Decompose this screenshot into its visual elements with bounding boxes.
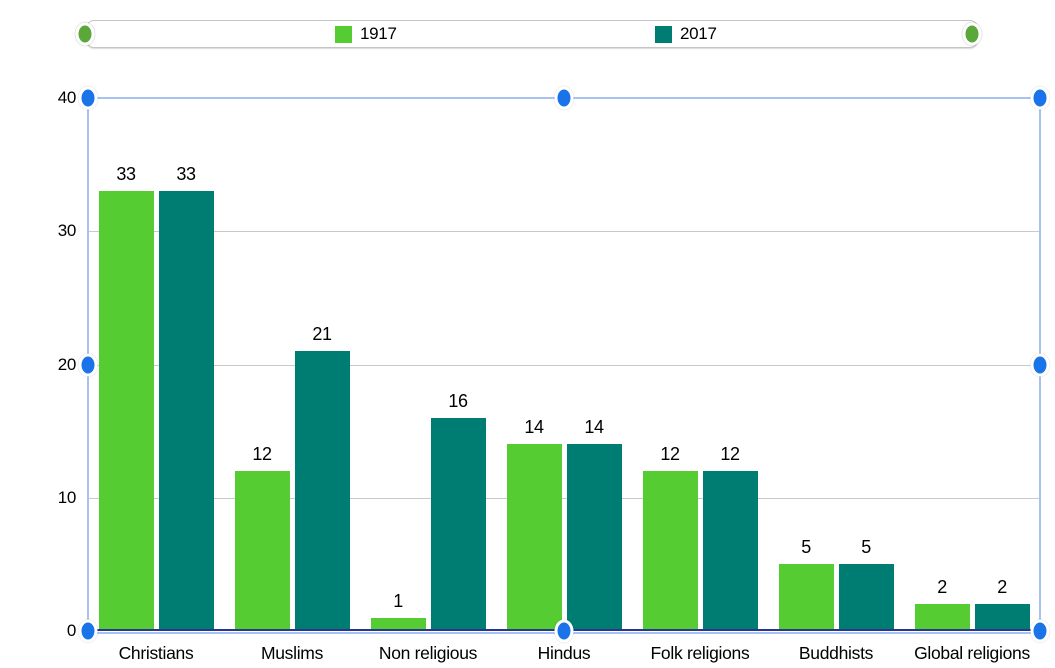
bar-2017-global-religions[interactable] [974, 604, 1030, 631]
bar-2017-hindus[interactable] [566, 444, 622, 631]
bar-value-label: 5 [861, 537, 871, 558]
selection-handle-icon[interactable] [81, 89, 95, 107]
selection-handle-icon[interactable] [1033, 622, 1047, 640]
gridline-10 [88, 497, 1040, 499]
bar-2017-buddhists[interactable] [838, 564, 894, 631]
selection-handle-icon[interactable] [1033, 356, 1047, 373]
legend-swatch-1917-icon [335, 25, 352, 43]
legend-item-2017[interactable]: 2017 [655, 21, 717, 47]
legend-item-1917[interactable]: 1917 [335, 21, 397, 47]
x-axis-category-label: Muslims [260, 643, 324, 663]
bar-1917-folk-religions[interactable] [642, 471, 698, 631]
bar-2017-folk-religions[interactable] [702, 471, 758, 631]
selection-handle-icon[interactable] [557, 622, 571, 640]
bar-value-label: 5 [801, 537, 811, 558]
bar-value-label: 2 [937, 577, 947, 598]
bar-1917-buddhists[interactable] [778, 564, 834, 631]
selection-handle-icon[interactable] [81, 622, 95, 640]
selection-handle-icon[interactable] [1033, 89, 1047, 107]
selection-handle-icon[interactable] [81, 356, 95, 373]
bar-value-label: 33 [116, 164, 136, 185]
x-axis-category-label: Buddhists [798, 643, 874, 663]
gridline-30 [88, 231, 1040, 233]
y-axis-tick-label: 0 [66, 621, 76, 640]
bar-2017-christians[interactable] [158, 191, 214, 631]
bar-value-label: 12 [252, 444, 272, 465]
legend-swatch-2017-icon [655, 25, 672, 43]
legend-resize-handle-left-icon[interactable] [78, 25, 92, 43]
x-axis-category-label: Non religious [378, 643, 478, 663]
bar-2017-muslims[interactable] [294, 351, 350, 631]
y-axis-tick-label: 20 [57, 354, 77, 374]
y-axis-tick-label: 10 [57, 487, 77, 507]
bar-1917-hindus[interactable] [506, 444, 562, 631]
legend-label-1917: 1917 [360, 24, 397, 43]
bar-1917-non-religious[interactable] [370, 617, 426, 631]
y-axis-tick-label: 30 [57, 221, 77, 241]
chart-legend[interactable]: 1917 2017 [78, 20, 979, 48]
bar-value-label: 33 [176, 164, 196, 185]
bar-value-label: 14 [584, 417, 604, 438]
bar-2017-non-religious[interactable] [430, 417, 486, 631]
bar-value-label: 2 [997, 577, 1007, 598]
bar-value-label: 12 [720, 444, 740, 465]
plot-area[interactable]: 0 10 20 30 40 33 33 Christians 12 21 Muslims 1 16 Non… [58, 88, 1047, 663]
x-axis-category-label: Folk religions [650, 643, 750, 663]
legend-label-2017: 2017 [680, 24, 717, 43]
x-axis-category-label: Christians [118, 643, 194, 663]
y-axis-tick-label: 40 [57, 88, 77, 107]
bar-value-label: 1 [393, 590, 403, 611]
bar-1917-muslims[interactable] [234, 471, 290, 631]
bar-value-label: 16 [448, 390, 468, 411]
bar-1917-christians[interactable] [98, 191, 154, 631]
legend-resize-handle-right-icon[interactable] [965, 25, 979, 43]
x-axis-category-label: Hindus [537, 643, 591, 663]
bar-value-label: 12 [660, 444, 680, 465]
x-axis-category-label: Global religions [914, 643, 1030, 663]
bar-value-label: 21 [312, 324, 332, 345]
gridline-20 [88, 364, 1040, 366]
bar-value-label: 14 [524, 417, 544, 438]
bar-1917-global-religions[interactable] [914, 604, 970, 631]
selection-handle-icon[interactable] [557, 89, 571, 107]
